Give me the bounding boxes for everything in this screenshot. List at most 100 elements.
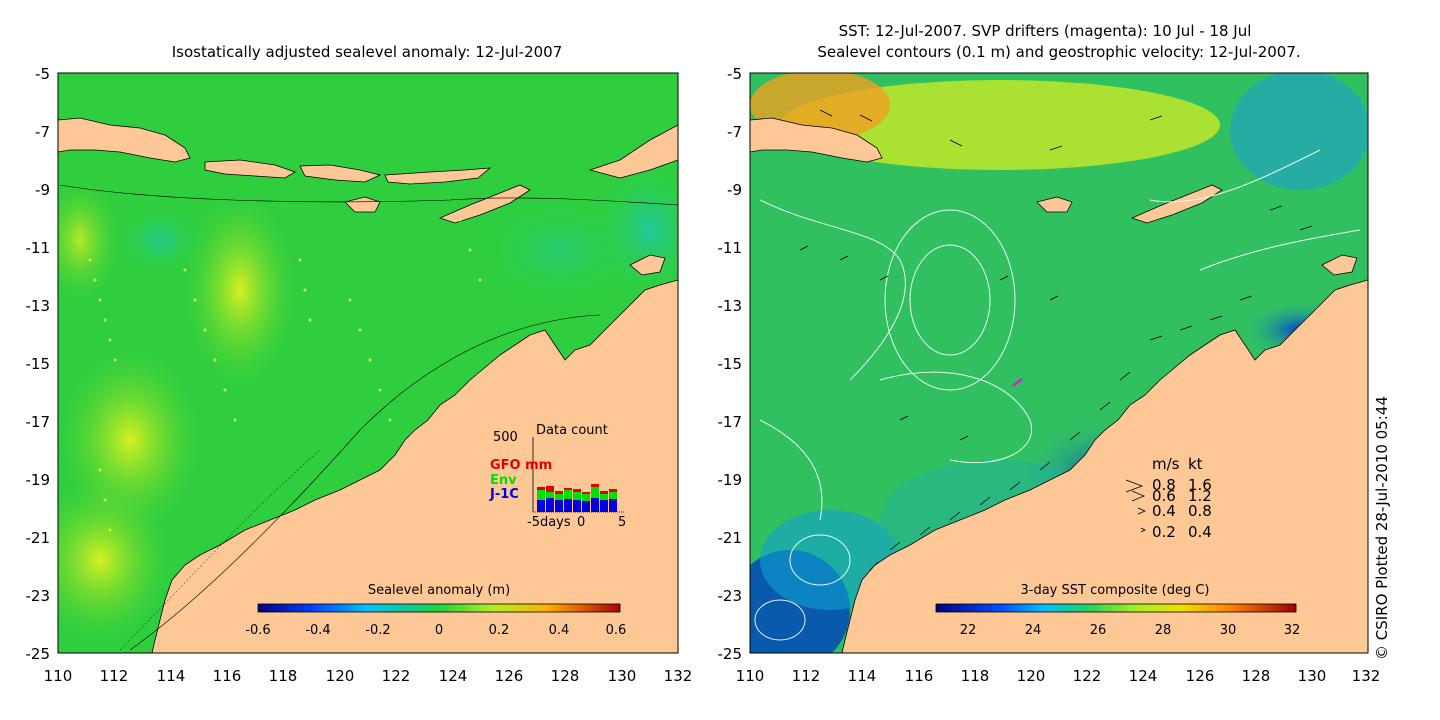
right-panel-title-line2: Sealevel contours (0.1 m) and geostrophi… xyxy=(817,43,1300,61)
velocity-legend-ms: 0.2 xyxy=(1152,523,1176,541)
velocity-legend-ms: 0.4 xyxy=(1152,502,1176,520)
right-map-frame xyxy=(749,72,1369,654)
left-x-tick: 118 xyxy=(269,667,298,685)
velocity-legend: m/s kt 0.8 1.6 0.6 1.2 0.4 0.8 0.2 0.4 xyxy=(1125,455,1212,541)
left-x-tick: 128 xyxy=(551,667,580,685)
left-map-panel: Isostatically adjusted sealevel anomaly:… xyxy=(26,43,693,685)
left-x-tick: 114 xyxy=(157,667,186,685)
data-count-bars xyxy=(537,484,617,512)
left-map-field xyxy=(58,73,678,653)
velocity-arrow-glyph xyxy=(1125,479,1144,493)
left-panel-title: Isostatically adjusted sealevel anomaly:… xyxy=(172,43,563,61)
sla-tick: 0.2 xyxy=(489,623,510,638)
sumba-island xyxy=(344,196,381,213)
velocity-arrow-glyph xyxy=(1140,527,1146,533)
left-y-tick: -11 xyxy=(26,239,51,257)
right-x-tick: 114 xyxy=(848,667,877,685)
velocity-arrow-glyph xyxy=(1131,490,1146,502)
left-x-tick: 126 xyxy=(495,667,524,685)
timor-island xyxy=(438,184,531,224)
left-x-tick: 112 xyxy=(100,667,129,685)
sst-tick: 32 xyxy=(1284,623,1301,638)
velocity-legend-kt: 0.4 xyxy=(1188,523,1212,541)
left-y-tick: -21 xyxy=(26,529,51,547)
left-x-tick: 116 xyxy=(213,667,242,685)
data-count-ymax: 500 xyxy=(493,430,518,445)
right-x-tick: 110 xyxy=(736,667,765,685)
sla-tick: 0 xyxy=(435,623,443,638)
australia-landmass xyxy=(151,279,678,653)
right-y-tick: -5 xyxy=(727,65,742,83)
sst-tick: 24 xyxy=(1025,623,1042,638)
java-island xyxy=(58,117,191,163)
right-x-tick: 132 xyxy=(1352,667,1381,685)
right-panel-title-line1: SST: 12-Jul-2007. SVP drifters (magenta)… xyxy=(839,22,1252,40)
data-count-xlabel-left: -5days xyxy=(527,515,571,530)
sla-tick: 0.4 xyxy=(549,623,570,638)
right-x-tick: 126 xyxy=(1186,667,1215,685)
right-y-axis: -5 -7 -9 -11 -13 -15 -17 -19 -21 -23 -25 xyxy=(718,65,743,663)
sst-tick: 22 xyxy=(960,623,977,638)
left-map-frame xyxy=(57,72,679,654)
right-y-tick: -23 xyxy=(718,587,743,605)
data-count-legend-gfo: GFO mm xyxy=(490,458,552,473)
right-y-tick: -21 xyxy=(718,529,743,547)
sst-colorbar-label: 3-day SST composite (deg C) xyxy=(1020,583,1209,598)
velocity-legend-kt: 0.8 xyxy=(1188,502,1212,520)
right-x-tick: 112 xyxy=(792,667,821,685)
right-x-tick: 120 xyxy=(1017,667,1046,685)
left-y-tick: -7 xyxy=(35,123,50,141)
right-y-tick: -13 xyxy=(718,297,743,315)
velocity-legend-ms-header: m/s xyxy=(1152,455,1180,473)
csiro-credit: © CSIRO Plotted 28-Jul-2010 05:44 xyxy=(1373,396,1391,660)
right-y-tick: -17 xyxy=(718,413,743,431)
left-y-tick: -17 xyxy=(26,413,51,431)
data-count-legend-env: Env xyxy=(490,473,517,488)
right-x-tick: 118 xyxy=(961,667,990,685)
sst-tick: 28 xyxy=(1155,623,1172,638)
velocity-arrow-glyph xyxy=(1137,507,1147,515)
right-y-tick: -15 xyxy=(718,355,743,373)
sst-colorbar: 3-day SST composite (deg C) 22 24 26 28 … xyxy=(935,583,1301,638)
left-x-tick: 110 xyxy=(44,667,73,685)
right-x-tick: 124 xyxy=(1129,667,1158,685)
right-y-tick: -11 xyxy=(718,239,743,257)
right-x-axis: 110 112 114 116 118 120 122 124 126 128 … xyxy=(736,667,1381,685)
data-count-inset: Data count 500 GFO mm Env J-1C -5days 0 … xyxy=(489,423,626,530)
left-y-tick: -23 xyxy=(26,587,51,605)
right-x-tick: 128 xyxy=(1242,667,1271,685)
left-y-axis: -5 -7 -9 -11 -13 -15 -17 -19 -21 -23 -25 xyxy=(26,65,51,663)
data-count-xlabel-right: 5 xyxy=(618,515,626,530)
data-count-title: Data count xyxy=(536,423,608,438)
right-y-tick: -7 xyxy=(727,123,742,141)
right-x-tick: 116 xyxy=(905,667,934,685)
svp-drifter-track xyxy=(1012,378,1023,387)
sla-colorbar: Sealevel anomaly (m) -0.6 -0.4 -0.2 0 0.… xyxy=(245,583,626,638)
right-x-tick: 122 xyxy=(1073,667,1102,685)
right-map-panel: SST: 12-Jul-2007. SVP drifters (magenta)… xyxy=(718,22,1381,685)
sla-colorbar-label: Sealevel anomaly (m) xyxy=(368,583,510,598)
sla-tick: -0.6 xyxy=(245,623,270,638)
right-x-tick: 130 xyxy=(1298,667,1327,685)
velocity-legend-kt: 1.6 xyxy=(1188,476,1212,494)
velocity-legend-kt-header: kt xyxy=(1188,455,1203,473)
right-y-tick: -19 xyxy=(718,471,743,489)
left-y-tick: -19 xyxy=(26,471,51,489)
left-y-tick: -5 xyxy=(35,65,50,83)
data-count-legend-j1c: J-1C xyxy=(489,487,519,502)
sla-tick: -0.2 xyxy=(365,623,390,638)
left-x-tick: 130 xyxy=(608,667,637,685)
sst-tick: 30 xyxy=(1220,623,1237,638)
left-x-tick: 132 xyxy=(664,667,693,685)
left-x-axis: 110 112 114 116 118 120 122 124 126 128 … xyxy=(44,667,693,685)
velocity-legend-kt: 1.2 xyxy=(1188,487,1212,505)
data-count-xlabel-mid: 0 xyxy=(577,515,585,530)
velocity-legend-ms: 0.6 xyxy=(1152,487,1176,505)
left-y-tick: -15 xyxy=(26,355,51,373)
sst-tick: 26 xyxy=(1090,623,1107,638)
left-x-tick: 122 xyxy=(382,667,411,685)
right-y-tick: -25 xyxy=(718,645,743,663)
sla-tick: -0.4 xyxy=(305,623,330,638)
left-x-tick: 120 xyxy=(326,667,355,685)
